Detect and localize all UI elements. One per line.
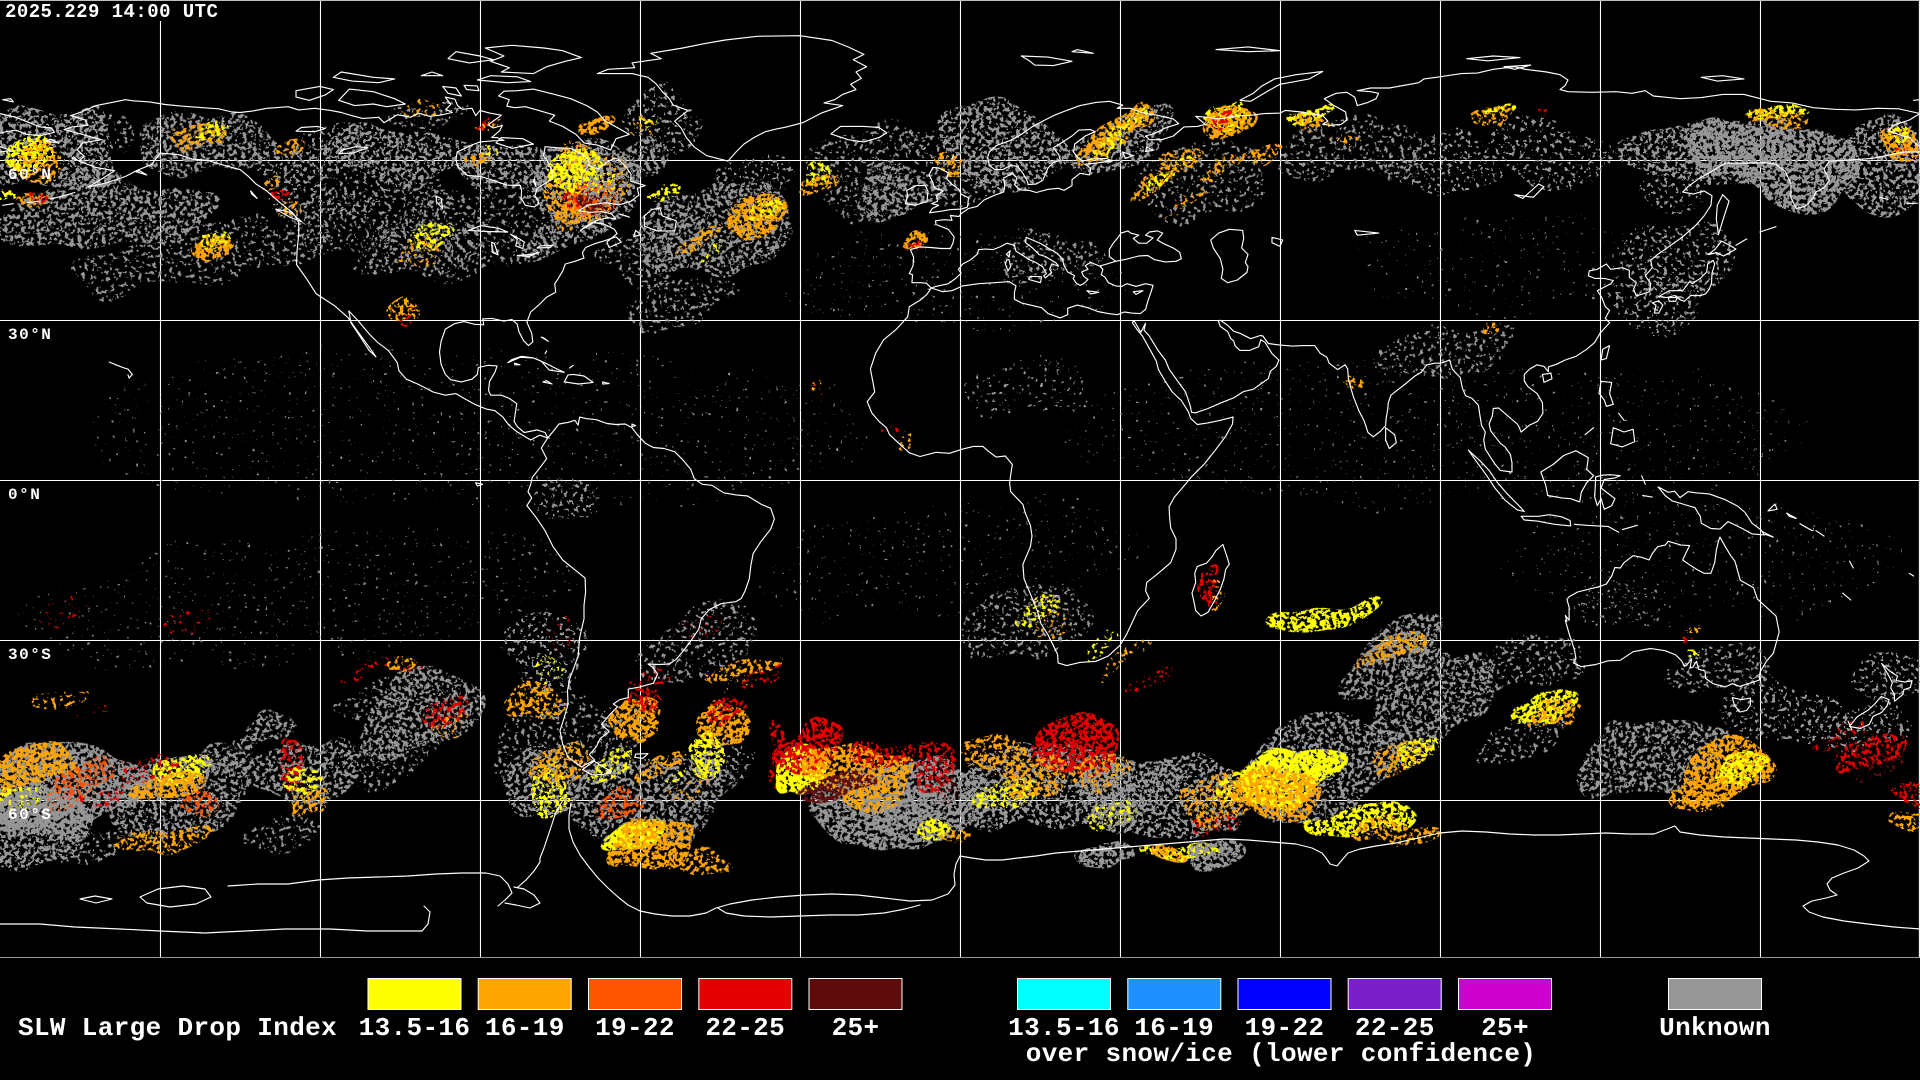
svg-text:SLW Large Drop Index: SLW Large Drop Index — [18, 1013, 337, 1043]
svg-text:Unknown: Unknown — [1659, 1013, 1771, 1043]
svg-text:19-22: 19-22 — [1245, 1013, 1325, 1043]
svg-text:25+: 25+ — [832, 1013, 880, 1043]
svg-text:22-25: 22-25 — [705, 1013, 785, 1043]
svg-text:over snow/ice (lower confidenc: over snow/ice (lower confidence) — [1026, 1039, 1536, 1069]
svg-text:25+: 25+ — [1481, 1013, 1529, 1043]
svg-text:30°N: 30°N — [8, 326, 52, 344]
svg-text:30°S: 30°S — [8, 646, 52, 664]
svg-text:60°S: 60°S — [8, 806, 52, 824]
svg-text:2025.229 14:00 UTC: 2025.229 14:00 UTC — [5, 1, 218, 23]
svg-text:16-19: 16-19 — [485, 1013, 565, 1043]
svg-text:13.5-16: 13.5-16 — [1008, 1013, 1120, 1043]
svg-text:60°N: 60°N — [8, 166, 52, 184]
svg-text:22-25: 22-25 — [1355, 1013, 1435, 1043]
svg-text:16-19: 16-19 — [1134, 1013, 1214, 1043]
svg-text:0°N: 0°N — [8, 486, 41, 504]
svg-text:19-22: 19-22 — [595, 1013, 675, 1043]
svg-text:13.5-16: 13.5-16 — [359, 1013, 471, 1043]
